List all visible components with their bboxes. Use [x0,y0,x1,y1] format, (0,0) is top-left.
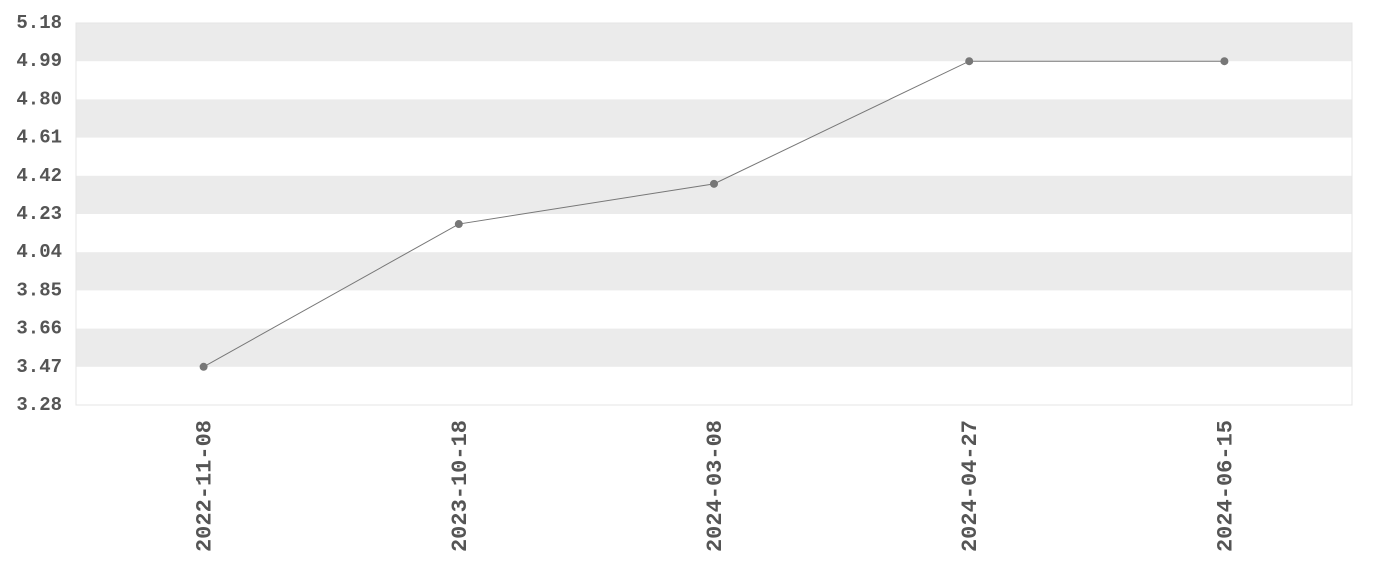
grid-band [76,99,1352,138]
y-tick-label: 4.61 [16,127,62,149]
y-tick-label: 4.23 [16,203,62,225]
grid-band [76,328,1352,367]
x-tick-label: 2022-11-08 [193,420,218,552]
x-tick-label: 2024-04-27 [958,420,983,552]
grid-band [76,252,1352,291]
y-tick-label: 4.99 [16,50,62,72]
y-tick-label: 3.47 [16,356,62,378]
y-tick-label: 5.18 [16,12,62,34]
data-point [710,179,718,188]
y-tick-label: 4.42 [16,165,62,187]
data-point [199,362,208,371]
y-tick-label: 4.80 [16,88,62,110]
plot-frame [75,22,1353,406]
x-tick-label: 2024-06-15 [1213,420,1238,552]
y-tick-label: 3.28 [16,394,62,416]
data-point [1220,57,1229,66]
x-tick-label: 2024-03-08 [703,420,728,552]
x-tick-label: 2023-10-18 [448,420,473,552]
data-point [965,57,974,66]
y-tick-label: 4.04 [16,241,62,263]
y-tick-label: 3.66 [16,318,62,340]
y-tick-label: 3.85 [16,279,62,301]
data-point [454,220,463,229]
grid-band [76,23,1352,62]
